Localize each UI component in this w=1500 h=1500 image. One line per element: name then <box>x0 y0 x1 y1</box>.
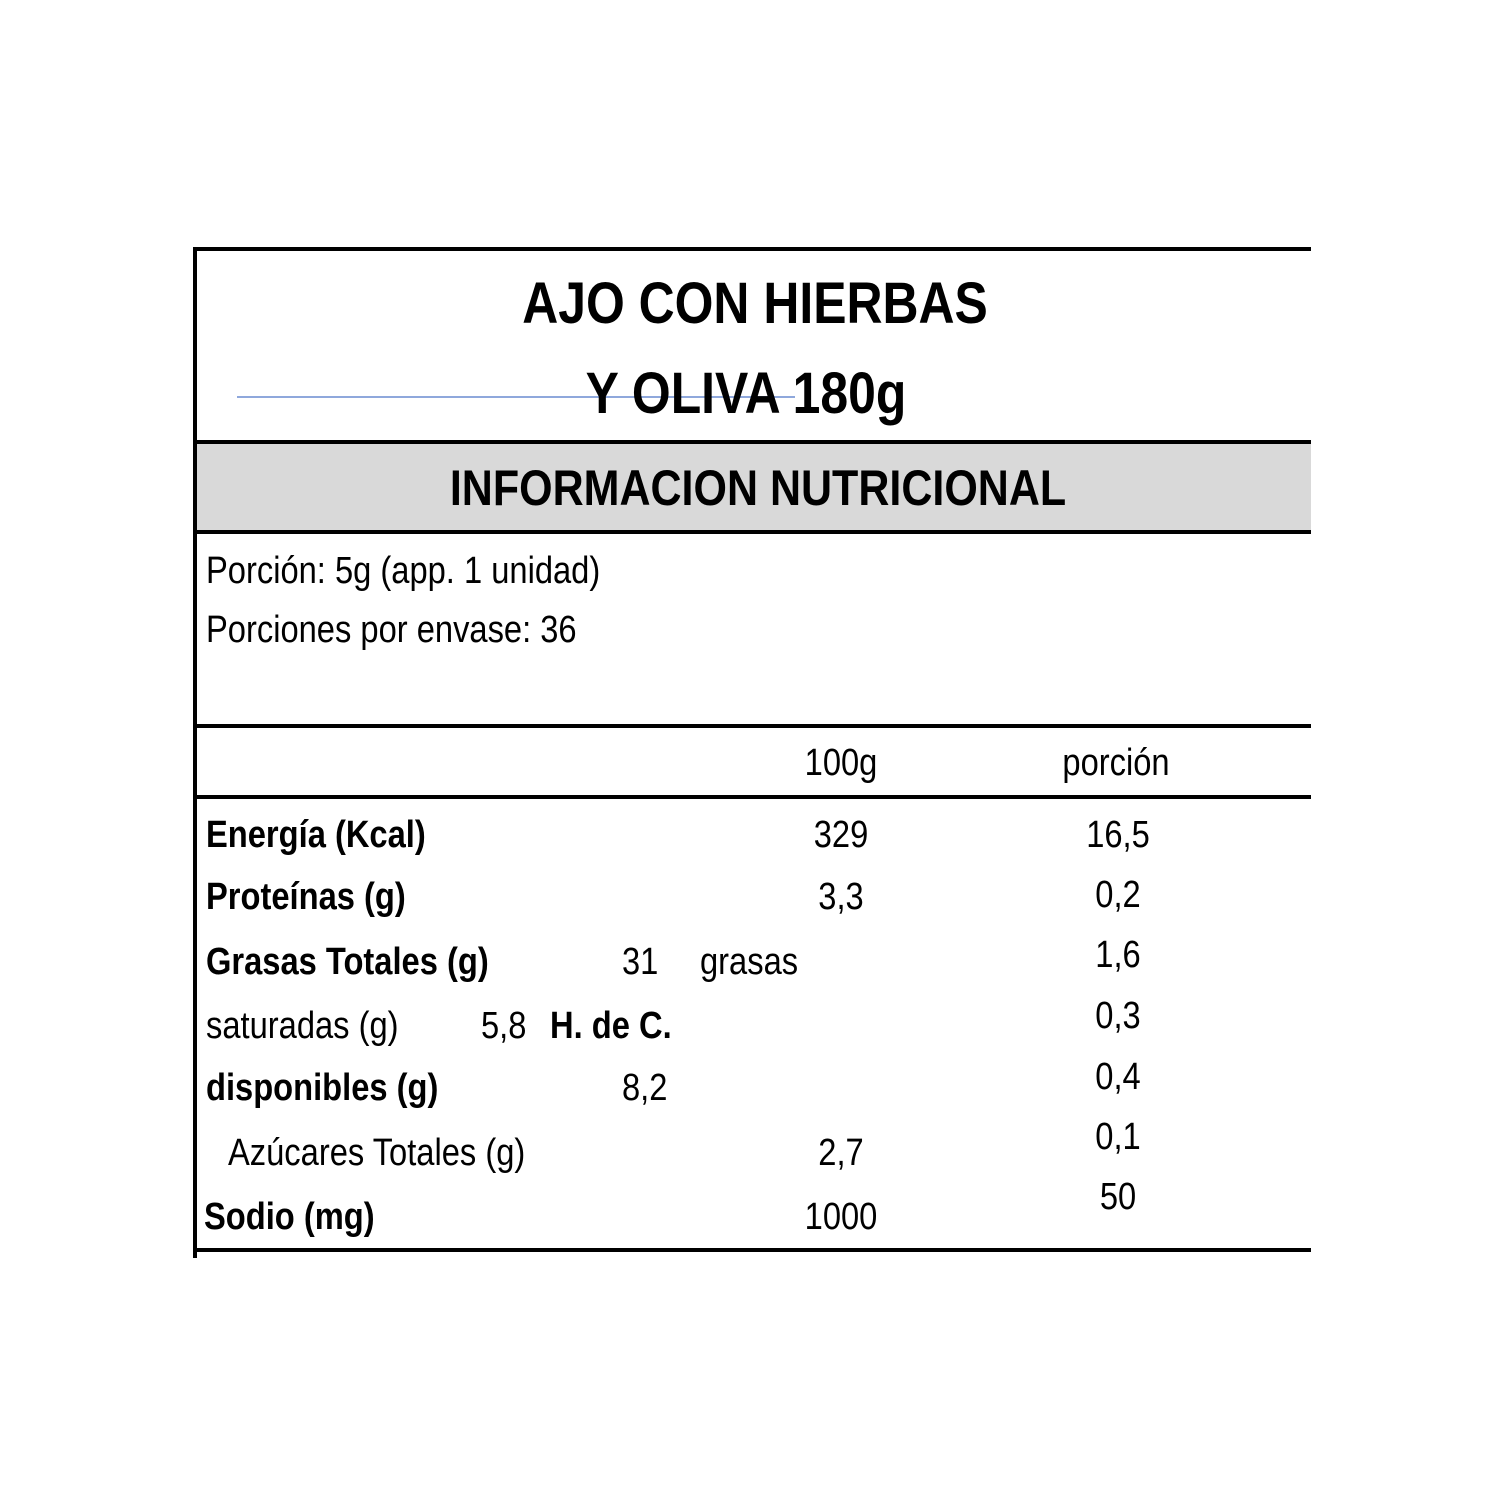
row-trailing-saturated: H. de C. <box>550 1005 672 1047</box>
portion-value: 0,3 <box>1095 995 1141 1037</box>
row-value-protein-100g: 3,3 <box>818 876 864 918</box>
portion-value: 16,5 <box>1086 814 1150 856</box>
portion-value: 50 <box>1099 1176 1137 1218</box>
row-value-sugars-100g: 2,7 <box>818 1132 864 1174</box>
row-label-sugars: Azúcares Totales (g) <box>228 1132 526 1174</box>
portion-value: 1,6 <box>1095 934 1141 976</box>
row-label-sodium: Sodio (mg) <box>204 1196 375 1238</box>
divider <box>193 795 1311 799</box>
table-border-left <box>193 247 197 1258</box>
row-label-protein: Proteínas (g) <box>206 876 406 918</box>
table-border-top <box>193 247 1311 251</box>
row-label-energy: Energía (Kcal) <box>206 814 426 856</box>
divider <box>193 724 1311 728</box>
serving-size: Porción: 5g (app. 1 unidad) <box>206 550 601 592</box>
row-label-carbs: disponibles (g) <box>206 1067 439 1109</box>
row-trailing-fat: grasas <box>700 941 799 983</box>
table-border-bottom <box>193 1248 1311 1252</box>
divider <box>193 440 1311 444</box>
row-value-sodium-100g: 1000 <box>804 1196 878 1238</box>
row-label-saturated: saturadas (g) <box>206 1005 399 1047</box>
servings-per-package: Porciones por envase: 36 <box>206 609 577 651</box>
product-title-line2: Y OLIVA 180g <box>585 361 907 426</box>
row-value-fat-100g: 31 <box>622 941 659 983</box>
portion-value: 0,2 <box>1095 874 1141 916</box>
portion-value: 0,4 <box>1095 1056 1141 1098</box>
section-band <box>197 444 1311 531</box>
stray-line <box>237 396 795 398</box>
portion-value: 0,1 <box>1095 1116 1141 1158</box>
section-header: INFORMACION NUTRICIONAL <box>449 460 1067 516</box>
divider <box>193 530 1311 534</box>
row-value-energy-100g: 329 <box>813 814 869 856</box>
product-title-line1: AJO CON HIERBAS <box>522 271 988 336</box>
row-value-saturated-100g: 5,8 <box>481 1005 527 1047</box>
column-header-portion: porción <box>1062 742 1170 784</box>
row-label-fat: Grasas Totales (g) <box>206 941 489 983</box>
column-header-100g: 100g <box>804 742 878 784</box>
row-value-carbs-100g: 8,2 <box>622 1067 668 1109</box>
